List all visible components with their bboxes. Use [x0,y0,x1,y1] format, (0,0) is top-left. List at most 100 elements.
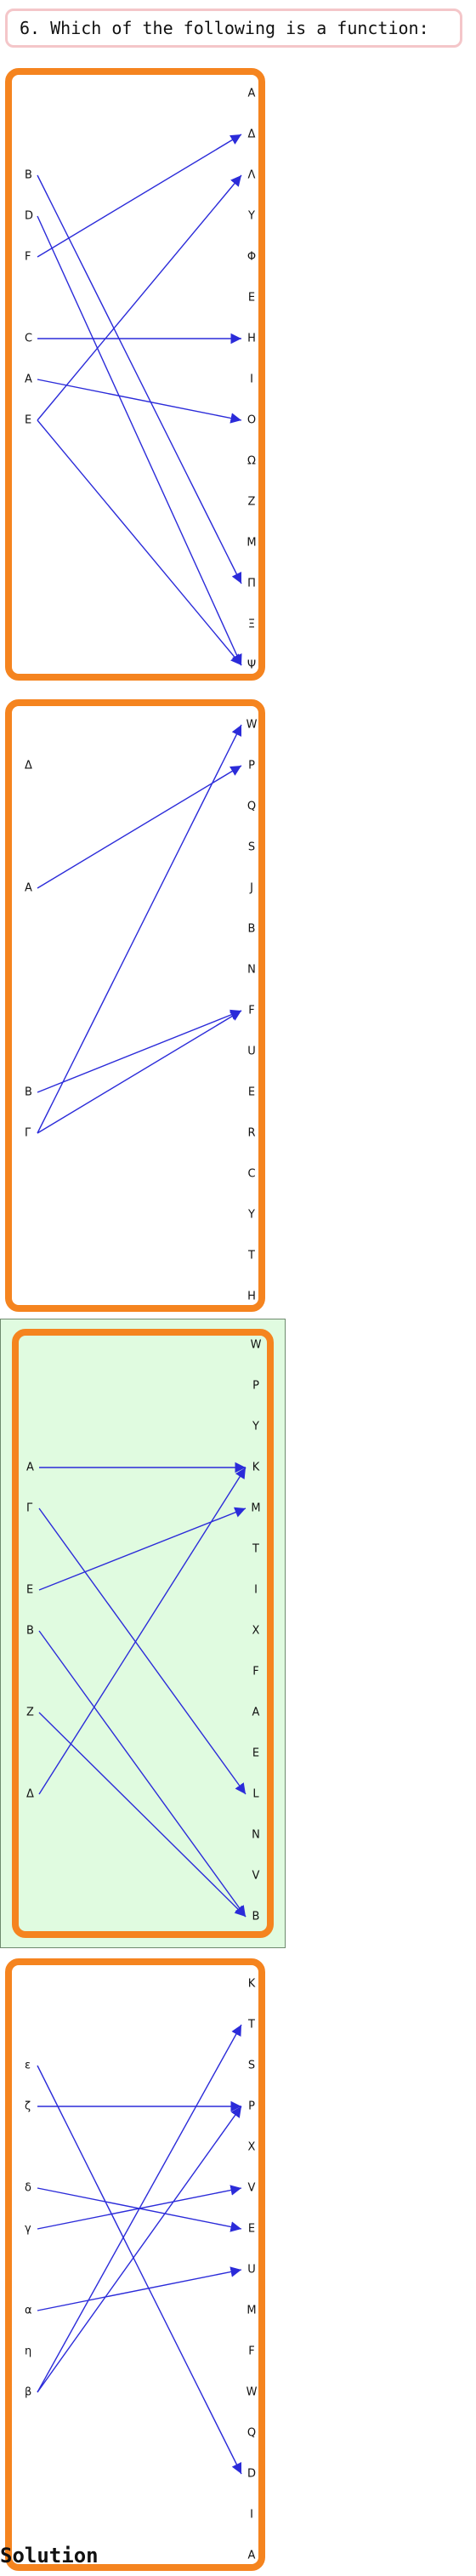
option-2-panel[interactable]: Δ A B Γ W P Q S J B N F U E R C Y T H [5,699,265,1312]
codomain-label: W [251,1339,262,1352]
mapping-arrow [38,1712,246,1918]
codomain-label: E [248,292,255,305]
codomain-label: T [247,2019,255,2032]
codomain-label: E [248,2223,255,2236]
codomain-label: Φ [247,251,256,264]
codomain-label: X [252,1625,260,1638]
mapping-arrow [37,174,242,584]
domain-label: Z [26,1707,34,1719]
mapping-arrow [38,1507,246,1795]
domain-label: A [25,373,32,386]
codomain-label: D [247,2468,256,2481]
codomain-label: Δ [248,128,256,141]
codomain-label: K [248,1978,256,1991]
codomain-label: P [252,1380,259,1393]
codomain-label: H [247,333,256,345]
mapping-arrow [37,1009,242,1093]
codomain-label: Π [247,578,256,590]
domain-label: C [25,333,32,345]
codomain-label: J [249,882,253,895]
codomain-label: L [252,1788,259,1801]
domain-label: B [25,1086,32,1099]
mapping-arrow [38,1630,246,1918]
domain-label: B [26,1625,34,1638]
mapping-arrow [37,2065,242,2475]
domain-label: Δ [25,760,32,772]
codomain-label: O [247,414,256,427]
domain-label: η [25,2345,31,2358]
domain-label: δ [25,2182,31,2195]
mapping-arrow [37,215,242,666]
codomain-label: Y [252,1421,259,1433]
codomain-label: M [251,1502,260,1515]
codomain-label: N [252,1829,260,1842]
domain-label: E [25,414,31,427]
codomain-label: R [247,1127,255,1140]
question-box: 6. Which of the following is a function: [5,9,462,48]
option-3-mapping-diagram: A Γ E B Z Δ W P Y K M T I X F A E L N V B [26,1339,262,1923]
codomain-label: E [252,1747,259,1760]
solution-heading: Solution [0,2544,99,2567]
codomain-label: S [248,841,255,854]
mapping-arrow [37,1010,242,1134]
codomain-label: P [248,2100,255,2113]
codomain-label: M [246,2305,256,2317]
question-text: 6. Which of the following is a function: [20,18,429,38]
codomain-label: Q [247,2427,256,2440]
mapping-arrow [37,2266,242,2311]
domain-label: E [26,1584,33,1597]
option-4-panel[interactable]: ε ζ δ γ α η β K T S P X V E U M F W Q D I A [5,1958,265,2571]
codomain-label: V [248,2182,256,2195]
mapping-arrow [37,2106,242,2393]
codomain-label: U [247,1046,256,1058]
codomain-label: W [246,719,258,732]
codomain-label: F [248,1005,254,1017]
mapping-arrow [38,1467,246,1795]
codomain-label: U [247,2264,256,2277]
option-1-panel[interactable]: B D F C A E A Δ Λ Y Φ E H I O Ω Z M Π Ξ Ψ [5,68,265,681]
option-3-panel-selected[interactable]: A Γ E B Z Δ W P Y K M T I X F A E L N V B [0,1319,286,1948]
codomain-label: A [252,1707,260,1719]
codomain-label: S [248,2060,255,2072]
codomain-label: F [248,2345,254,2358]
codomain-label: W [246,2386,258,2399]
domain-label: F [25,251,31,264]
codomain-label: V [252,1870,260,1883]
codomain-label: I [254,1584,258,1597]
codomain-label: T [252,1543,259,1556]
codomain-label: X [248,2141,256,2154]
codomain-label: B [252,1911,260,1923]
codomain-label: C [247,1168,255,1181]
domain-label: β [25,2386,31,2399]
codomain-label: N [247,964,256,977]
codomain-label: K [252,1462,260,1474]
mapping-arrow [37,174,242,421]
codomain-label: E [248,1086,255,1099]
codomain-label: Y [247,210,255,223]
codomain-label: Λ [248,169,256,182]
codomain-label: Y [247,1209,255,1222]
domain-label: Δ [26,1788,34,1801]
codomain-label: I [250,373,253,386]
option-1-mapping-diagram: B D F C A E A Δ Λ Y Φ E H I O Ω Z M Π Ξ Ψ [25,88,257,672]
codomain-label: A [248,2550,256,2562]
codomain-label: M [246,537,256,550]
mapping-arrow [37,765,242,889]
codomain-label: T [247,1250,255,1262]
codomain-label: F [252,1666,258,1678]
codomain-label: B [248,923,256,936]
domain-label: γ [25,2223,31,2236]
domain-label: ε [25,2060,31,2072]
mapping-arrow [37,419,242,666]
domain-label: α [25,2305,32,2317]
codomain-label: Ξ [248,618,255,631]
mapping-arrow [37,134,242,258]
mapping-arrow [37,724,242,1134]
domain-label: B [25,169,32,182]
codomain-label: H [247,1291,256,1303]
domain-label: Γ [26,1502,33,1515]
option-2-mapping-diagram: Δ A B Γ W P Q S J B N F U E R C Y T H [25,719,258,1303]
codomain-label: A [248,88,256,100]
domain-label: ζ [25,2100,31,2113]
option-4-mapping-diagram: ε ζ δ γ α η β K T S P X V E U M F W Q D I A [25,1978,258,2562]
